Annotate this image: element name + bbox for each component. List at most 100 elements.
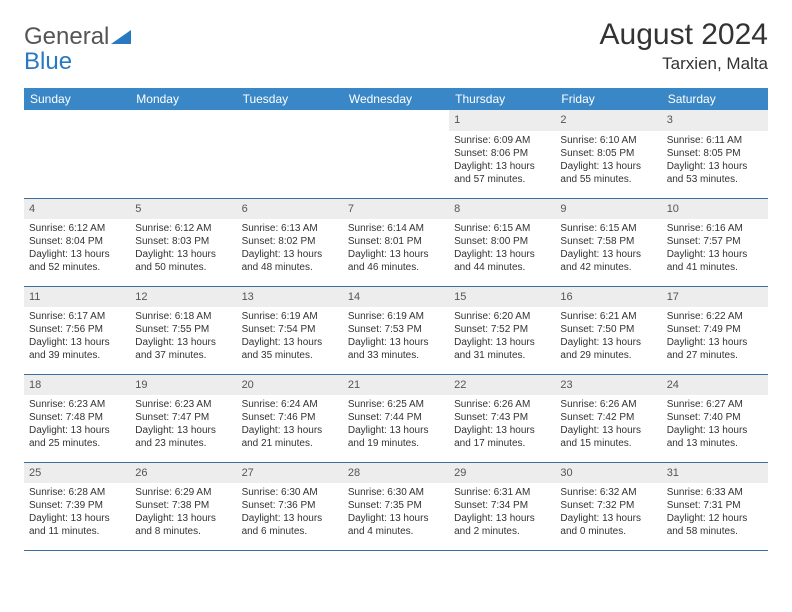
day-number: 22: [449, 375, 555, 395]
sunset-line: Sunset: 8:04 PM: [29, 235, 125, 248]
daylight-line: Daylight: 13 hours and 15 minutes.: [560, 424, 656, 450]
day-details: Sunrise: 6:25 AMSunset: 7:44 PMDaylight:…: [343, 395, 449, 455]
daylight-line: Daylight: 13 hours and 29 minutes.: [560, 336, 656, 362]
sunset-line: Sunset: 7:42 PM: [560, 411, 656, 424]
calendar-day-cell: 19Sunrise: 6:23 AMSunset: 7:47 PMDayligh…: [130, 374, 236, 462]
day-details: Sunrise: 6:19 AMSunset: 7:53 PMDaylight:…: [343, 307, 449, 367]
day-details: Sunrise: 6:19 AMSunset: 7:54 PMDaylight:…: [237, 307, 343, 367]
calendar-day-cell: 17Sunrise: 6:22 AMSunset: 7:49 PMDayligh…: [662, 286, 768, 374]
calendar-day-cell: [130, 110, 236, 198]
daylight-line: Daylight: 13 hours and 48 minutes.: [242, 248, 338, 274]
daylight-line: Daylight: 13 hours and 41 minutes.: [667, 248, 763, 274]
calendar-day-cell: 18Sunrise: 6:23 AMSunset: 7:48 PMDayligh…: [24, 374, 130, 462]
title-block: August 2024 Tarxien, Malta: [600, 18, 768, 74]
day-number: 19: [130, 375, 236, 395]
daylight-line: Daylight: 13 hours and 19 minutes.: [348, 424, 444, 450]
day-details: Sunrise: 6:24 AMSunset: 7:46 PMDaylight:…: [237, 395, 343, 455]
calendar-day-cell: 29Sunrise: 6:31 AMSunset: 7:34 PMDayligh…: [449, 462, 555, 550]
day-header: Friday: [555, 88, 661, 110]
day-number: 5: [130, 199, 236, 219]
calendar-day-cell: 20Sunrise: 6:24 AMSunset: 7:46 PMDayligh…: [237, 374, 343, 462]
sunrise-line: Sunrise: 6:15 AM: [454, 222, 550, 235]
calendar-day-cell: 30Sunrise: 6:32 AMSunset: 7:32 PMDayligh…: [555, 462, 661, 550]
day-details: Sunrise: 6:32 AMSunset: 7:32 PMDaylight:…: [555, 483, 661, 543]
day-details: Sunrise: 6:10 AMSunset: 8:05 PMDaylight:…: [555, 131, 661, 191]
sunset-line: Sunset: 8:02 PM: [242, 235, 338, 248]
sunrise-line: Sunrise: 6:19 AM: [242, 310, 338, 323]
day-details: Sunrise: 6:30 AMSunset: 7:36 PMDaylight:…: [237, 483, 343, 543]
calendar-week-row: 25Sunrise: 6:28 AMSunset: 7:39 PMDayligh…: [24, 462, 768, 550]
day-details: Sunrise: 6:23 AMSunset: 7:47 PMDaylight:…: [130, 395, 236, 455]
sunrise-line: Sunrise: 6:30 AM: [242, 486, 338, 499]
daylight-line: Daylight: 13 hours and 46 minutes.: [348, 248, 444, 274]
day-number: 16: [555, 287, 661, 307]
daylight-line: Daylight: 13 hours and 44 minutes.: [454, 248, 550, 274]
day-number: 8: [449, 199, 555, 219]
sunrise-line: Sunrise: 6:17 AM: [29, 310, 125, 323]
day-number: 29: [449, 463, 555, 483]
day-details: Sunrise: 6:16 AMSunset: 7:57 PMDaylight:…: [662, 219, 768, 279]
day-details: Sunrise: 6:27 AMSunset: 7:40 PMDaylight:…: [662, 395, 768, 455]
day-number: 18: [24, 375, 130, 395]
sunset-line: Sunset: 7:57 PM: [667, 235, 763, 248]
sunrise-line: Sunrise: 6:29 AM: [135, 486, 231, 499]
sunrise-line: Sunrise: 6:25 AM: [348, 398, 444, 411]
calendar-day-cell: [237, 110, 343, 198]
sunrise-line: Sunrise: 6:32 AM: [560, 486, 656, 499]
sunrise-line: Sunrise: 6:21 AM: [560, 310, 656, 323]
calendar-day-cell: 26Sunrise: 6:29 AMSunset: 7:38 PMDayligh…: [130, 462, 236, 550]
calendar-week-row: 11Sunrise: 6:17 AMSunset: 7:56 PMDayligh…: [24, 286, 768, 374]
daylight-line: Daylight: 13 hours and 53 minutes.: [667, 160, 763, 186]
sunrise-line: Sunrise: 6:31 AM: [454, 486, 550, 499]
sunrise-line: Sunrise: 6:23 AM: [29, 398, 125, 411]
day-number: 14: [343, 287, 449, 307]
sunset-line: Sunset: 7:34 PM: [454, 499, 550, 512]
day-header: Saturday: [662, 88, 768, 110]
calendar-header-row: SundayMondayTuesdayWednesdayThursdayFrid…: [24, 88, 768, 110]
calendar-day-cell: 1Sunrise: 6:09 AMSunset: 8:06 PMDaylight…: [449, 110, 555, 198]
sunrise-line: Sunrise: 6:20 AM: [454, 310, 550, 323]
day-number: 7: [343, 199, 449, 219]
sunset-line: Sunset: 7:44 PM: [348, 411, 444, 424]
sunrise-line: Sunrise: 6:26 AM: [454, 398, 550, 411]
daylight-line: Daylight: 13 hours and 21 minutes.: [242, 424, 338, 450]
sunset-line: Sunset: 7:40 PM: [667, 411, 763, 424]
calendar-day-cell: 15Sunrise: 6:20 AMSunset: 7:52 PMDayligh…: [449, 286, 555, 374]
sunset-line: Sunset: 7:53 PM: [348, 323, 444, 336]
day-number: 23: [555, 375, 661, 395]
sunset-line: Sunset: 8:06 PM: [454, 147, 550, 160]
day-number: 11: [24, 287, 130, 307]
logo-text-b: Blue: [24, 48, 72, 75]
daylight-line: Daylight: 13 hours and 39 minutes.: [29, 336, 125, 362]
sunset-line: Sunset: 7:32 PM: [560, 499, 656, 512]
sunset-line: Sunset: 7:56 PM: [29, 323, 125, 336]
sunset-line: Sunset: 7:58 PM: [560, 235, 656, 248]
sunset-line: Sunset: 7:35 PM: [348, 499, 444, 512]
day-number: 1: [449, 110, 555, 130]
sunrise-line: Sunrise: 6:33 AM: [667, 486, 763, 499]
daylight-line: Daylight: 13 hours and 42 minutes.: [560, 248, 656, 274]
calendar-day-cell: 24Sunrise: 6:27 AMSunset: 7:40 PMDayligh…: [662, 374, 768, 462]
day-details: Sunrise: 6:33 AMSunset: 7:31 PMDaylight:…: [662, 483, 768, 543]
day-details: Sunrise: 6:23 AMSunset: 7:48 PMDaylight:…: [24, 395, 130, 455]
sunset-line: Sunset: 8:05 PM: [667, 147, 763, 160]
sunset-line: Sunset: 7:54 PM: [242, 323, 338, 336]
sunrise-line: Sunrise: 6:14 AM: [348, 222, 444, 235]
sunrise-line: Sunrise: 6:28 AM: [29, 486, 125, 499]
calendar-week-row: 18Sunrise: 6:23 AMSunset: 7:48 PMDayligh…: [24, 374, 768, 462]
calendar-day-cell: 23Sunrise: 6:26 AMSunset: 7:42 PMDayligh…: [555, 374, 661, 462]
day-number: 28: [343, 463, 449, 483]
day-details: Sunrise: 6:22 AMSunset: 7:49 PMDaylight:…: [662, 307, 768, 367]
day-number: 21: [343, 375, 449, 395]
sunset-line: Sunset: 7:49 PM: [667, 323, 763, 336]
calendar-day-cell: 9Sunrise: 6:15 AMSunset: 7:58 PMDaylight…: [555, 198, 661, 286]
calendar-day-cell: 25Sunrise: 6:28 AMSunset: 7:39 PMDayligh…: [24, 462, 130, 550]
day-number: 20: [237, 375, 343, 395]
day-number: 6: [237, 199, 343, 219]
daylight-line: Daylight: 13 hours and 31 minutes.: [454, 336, 550, 362]
header: GeneralBlue August 2024 Tarxien, Malta: [24, 18, 768, 74]
day-details: Sunrise: 6:14 AMSunset: 8:01 PMDaylight:…: [343, 219, 449, 279]
sunset-line: Sunset: 7:50 PM: [560, 323, 656, 336]
sunrise-line: Sunrise: 6:19 AM: [348, 310, 444, 323]
sunset-line: Sunset: 7:55 PM: [135, 323, 231, 336]
